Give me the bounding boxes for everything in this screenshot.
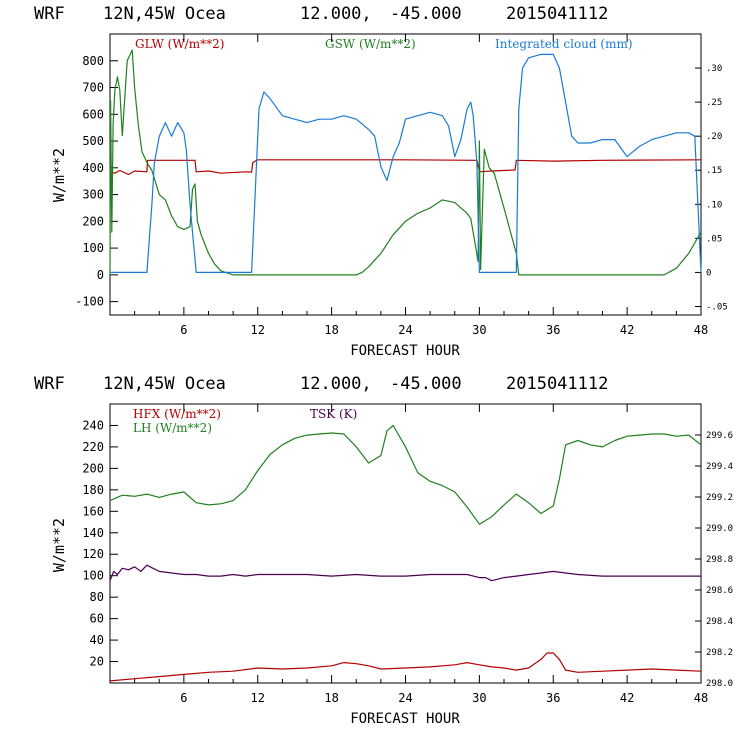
panel2-y-tick-label: 160: [82, 504, 104, 518]
panel1-series-line-1: [109, 49, 702, 276]
panel2-y2-tick-label: 299.6: [706, 431, 733, 441]
panel2-y-tick-label: 60: [90, 612, 104, 626]
panel1-x-tick-label: 42: [620, 323, 634, 337]
panel1-y-tick-label: 600: [82, 107, 104, 121]
panel1-legend-cloud: Integrated cloud (mm): [495, 37, 633, 51]
panel2-y-tick-label: 80: [90, 590, 104, 604]
panel1-y-axis: 800 700 600 500 400 300 200 100 0 -100: [75, 54, 118, 309]
panel2-x-tick-label: 12: [251, 691, 265, 705]
panel1-x-tick-label: 12: [251, 323, 265, 337]
panel2-series: [109, 424, 702, 682]
panel1-y-tick-label: 300: [82, 188, 104, 202]
panel1-y-axis-label: W/m**2: [50, 148, 68, 202]
panel1-y2-axis: .30 .25 .20 .15 .10 .05 0 -.05: [695, 64, 728, 312]
panel1-x-axis-label: FORECAST HOUR: [350, 343, 460, 359]
panel1-legend: GLW (W/m**2) GSW (W/m**2) Integrated clo…: [135, 37, 633, 51]
panel2-y-tick-label: 20: [90, 655, 104, 669]
panel1-x-tick-label: 48: [694, 323, 708, 337]
panel2-legend-hfx: HFX (W/m**2): [133, 407, 221, 421]
panel2-y-tick-label: 220: [82, 440, 104, 454]
panel2-x-tick-label: 30: [472, 691, 486, 705]
panel1-y2-tick-label: 0: [706, 268, 711, 278]
surface-flux-panel: WRF 12N,45W Ocea 12.000, -45.000 2015041…: [34, 374, 733, 727]
panel1-y-tick-label: 200: [82, 214, 104, 228]
panel2-y-axis: 240 220 200 180 160 140 120 100 80 60 40 20: [82, 418, 118, 669]
panel2-y-tick-label: 240: [82, 418, 104, 432]
panel2-x-tick-label: 24: [398, 691, 412, 705]
panel1-x-tick-label: 30: [472, 323, 486, 337]
panel2-y2-tick-label: 298.4: [706, 617, 733, 627]
panel2-y2-tick-label: 298.2: [706, 648, 733, 658]
panel2-header-model: WRF: [34, 374, 65, 394]
panel1-y2-tick-label: .05: [706, 234, 722, 244]
panel2-y-tick-label: 40: [90, 633, 104, 647]
panel1-x-tick-label: 24: [398, 323, 412, 337]
panel1-legend-glw: GLW (W/m**2): [135, 37, 224, 51]
panel1-x-axis: 6 12 18 24 30 36 42 48: [134, 34, 708, 337]
panel1-y-tick-label: 800: [82, 54, 104, 68]
panel2-x-tick-label: 48: [694, 691, 708, 705]
panel1-y-tick-label: 0: [97, 268, 104, 282]
panel2-y2-tick-label: 299.0: [706, 524, 733, 534]
panel1-header-lon: -45.000: [390, 4, 462, 24]
panel1-y-tick-label: 100: [82, 241, 104, 255]
panel1-y2-tick-label: .15: [706, 166, 722, 176]
panel2-x-tick-label: 18: [324, 691, 338, 705]
panel2-y2-tick-label: 298.0: [706, 679, 733, 689]
panel1-y2-tick-label: .25: [706, 98, 722, 108]
panel1-header-lat: 12.000,: [300, 4, 372, 24]
panel1-header-date: 2015041112: [506, 4, 608, 24]
panel2-y-tick-label: 200: [82, 461, 104, 475]
panel1-y-tick-label: 400: [82, 161, 104, 175]
panel1-legend-gsw: GSW (W/m**2): [325, 37, 416, 51]
panel1-y-tick-label: 500: [82, 134, 104, 148]
panel2-legend: HFX (W/m**2) LH (W/m**2) TSK (K): [133, 407, 357, 435]
panel1-y2-tick-label: .20: [706, 132, 722, 142]
panel2-legend-tsk: TSK (K): [310, 407, 357, 421]
panel1-series-line-0: [109, 159, 702, 176]
panel1-series: [109, 49, 702, 276]
panel1-y-tick-label: -100: [75, 295, 104, 309]
panel2-y2-tick-label: 298.6: [706, 586, 733, 596]
panel2-series-line-2: [109, 564, 701, 582]
panel2-x-tick-label: 42: [620, 691, 634, 705]
panel2-series-line-1: [109, 424, 702, 525]
panel1-header-location: 12N,45W Ocea: [103, 4, 226, 24]
panel1-y2-tick-label: -.05: [706, 302, 728, 312]
panel1-y2-tick-label: .10: [706, 200, 722, 210]
panel2-header-lat: 12.000,: [300, 374, 372, 394]
panel1-y-tick-label: 700: [82, 81, 104, 95]
panel2-y2-tick-label: 299.4: [706, 462, 733, 472]
panel1-y2-tick-label: .30: [706, 64, 722, 74]
panel1-header-model: WRF: [34, 4, 65, 24]
panel2-y-tick-label: 140: [82, 526, 104, 540]
panel2-y2-axis: 299.6 299.4 299.2 299.0 298.8 298.6 298.4 298.2…: [695, 431, 733, 689]
panel1-x-tick-label: 18: [324, 323, 338, 337]
panel2-x-axis-label: FORECAST HOUR: [350, 711, 460, 727]
panel2-y-tick-label: 100: [82, 569, 104, 583]
panel2-series-line-0: [109, 652, 702, 682]
panel1-series-line-2: [110, 53, 702, 273]
panel2-x-tick-label: 6: [180, 691, 187, 705]
panel2-header: WRF 12N,45W Ocea 12.000, -45.000 2015041…: [34, 374, 608, 394]
panel2-x-tick-label: 36: [546, 691, 560, 705]
panel2-header-lon: -45.000: [390, 374, 462, 394]
panel2-y2-tick-label: 298.8: [706, 555, 733, 565]
panel2-x-axis: 6 12 18 24 30 36 42 48: [134, 404, 708, 705]
panel2-legend-lh: LH (W/m**2): [133, 421, 212, 435]
panel1-x-tick-label: 36: [546, 323, 560, 337]
radiation-cloud-panel: WRF 12N,45W Ocea 12.000, -45.000 2015041…: [34, 4, 728, 359]
panel2-header-location: 12N,45W Ocea: [103, 374, 226, 394]
panel2-y-tick-label: 120: [82, 547, 104, 561]
panel2-y-axis-label: W/m**2: [50, 518, 68, 572]
panel1-header: WRF 12N,45W Ocea 12.000, -45.000 2015041…: [34, 4, 608, 24]
panel2-header-date: 2015041112: [506, 374, 608, 394]
panel1-x-tick-label: 6: [180, 323, 187, 337]
panel2-y2-tick-label: 299.2: [706, 493, 733, 503]
panel2-y-tick-label: 180: [82, 483, 104, 497]
